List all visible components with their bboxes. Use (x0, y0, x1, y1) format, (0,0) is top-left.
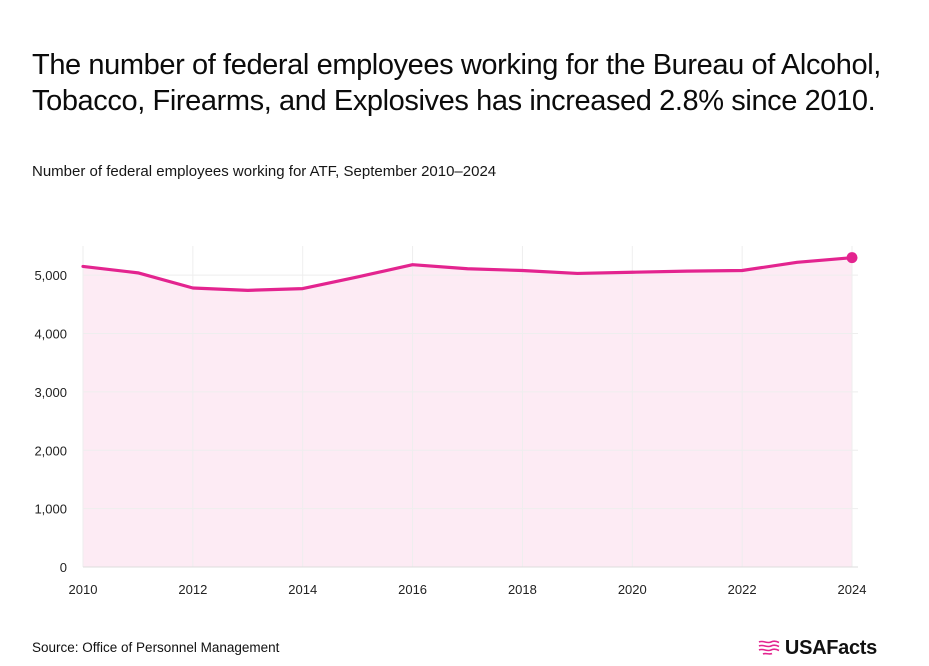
source-note: Source: Office of Personnel Management (32, 640, 280, 655)
x-tick-label: 2016 (398, 582, 427, 597)
y-tick-label: 5,000 (34, 268, 67, 283)
x-tick-label: 2020 (618, 582, 647, 597)
area-fill (83, 257, 852, 567)
usafacts-logo: USAFacts (757, 636, 877, 660)
y-tick-label: 2,000 (34, 443, 67, 458)
x-tick-label: 2012 (178, 582, 207, 597)
chart-subtitle: Number of federal employees working for … (32, 163, 497, 180)
x-tick-label: 2024 (838, 582, 867, 597)
y-tick-label: 3,000 (34, 385, 67, 400)
series-line (81, 256, 854, 292)
y-tick-label: 1,000 (34, 502, 67, 517)
x-tick-label: 2022 (728, 582, 757, 597)
y-tick-label: 0 (60, 560, 67, 575)
endpoint-marker (846, 252, 858, 264)
x-tick-label: 2014 (288, 582, 317, 597)
x-tick-label: 2010 (69, 582, 98, 597)
y-tick-label: 4,000 (34, 327, 67, 342)
x-tick-label: 2018 (508, 582, 537, 597)
logo-text: USAFacts (784, 637, 877, 659)
chart-title: The number of federal employees working … (32, 49, 881, 117)
usafacts-flag-icon (757, 639, 781, 657)
